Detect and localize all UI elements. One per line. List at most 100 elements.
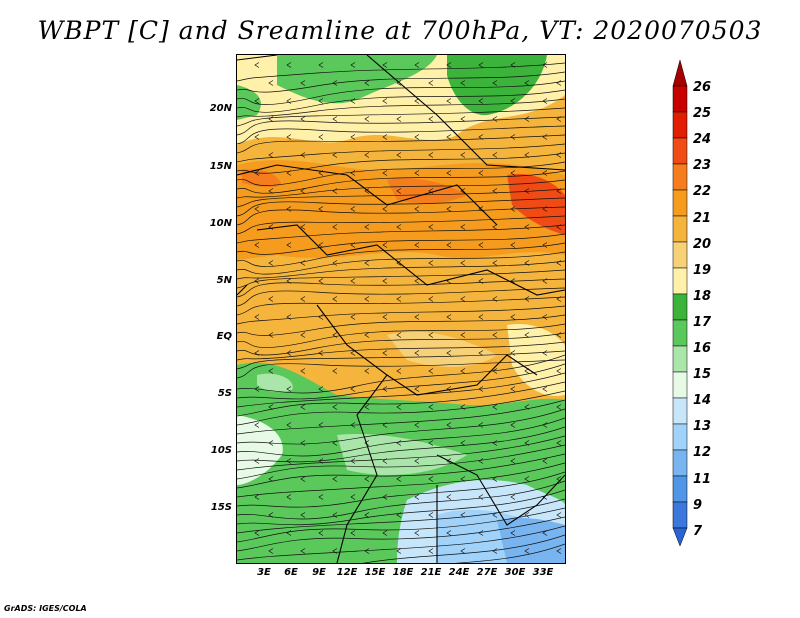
streamline-arrowhead xyxy=(510,494,516,500)
streamline-arrowhead xyxy=(254,98,260,104)
lat-label-5n: 5N xyxy=(216,275,232,286)
streamline-arrowhead xyxy=(492,512,498,518)
streamline-arrowhead xyxy=(542,278,548,284)
streamline xyxy=(237,143,565,163)
streamline-arrowhead xyxy=(556,80,562,86)
streamline-arrowhead xyxy=(524,224,530,230)
streamline-arrowhead xyxy=(318,494,324,500)
chart-title: WBPT [C] and Sreamline at 700hPa, VT: 20… xyxy=(37,16,763,45)
streamline xyxy=(237,89,565,113)
streamline-arrowhead xyxy=(332,332,338,338)
streamline-arrowhead xyxy=(382,62,388,68)
colorbar-label: 20 xyxy=(693,236,712,252)
streamline-arrowhead xyxy=(460,404,466,410)
lat-label-5s: 5S xyxy=(217,388,232,399)
streamline-arrowhead xyxy=(286,386,292,392)
streamline-arrowhead xyxy=(350,134,356,140)
colorbar-label: 13 xyxy=(693,419,712,435)
streamline-arrowhead xyxy=(460,332,466,338)
streamline-arrowhead xyxy=(510,422,516,428)
colorbar-label: 16 xyxy=(693,341,712,356)
streamline-arrowhead xyxy=(414,458,420,464)
streamline-arrowhead xyxy=(478,206,484,212)
streamline-arrowhead xyxy=(446,494,452,500)
streamline-arrowhead xyxy=(414,494,420,500)
streamline xyxy=(455,543,565,563)
colorbar-top-arrow xyxy=(672,60,688,87)
streamline xyxy=(237,399,565,435)
streamline-arrowhead xyxy=(460,116,466,122)
streamline xyxy=(237,179,565,199)
streamline-arrowhead xyxy=(300,188,306,194)
streamline-arrowhead xyxy=(268,476,274,482)
streamline-arrowhead xyxy=(460,476,466,482)
streamline-arrowhead xyxy=(414,98,420,104)
streamline-arrowhead xyxy=(350,494,356,500)
streamline-arrowhead xyxy=(446,422,452,428)
lon-label-21e: 21E xyxy=(420,567,442,578)
streamline xyxy=(237,354,565,394)
streamline-arrowhead xyxy=(478,494,484,500)
streamline xyxy=(237,278,565,298)
streamline-arrowhead xyxy=(300,512,306,518)
streamline-arrowhead xyxy=(428,476,434,482)
map-canvas xyxy=(237,55,565,563)
streamline-arrowhead xyxy=(382,134,388,140)
streamline-arrowhead xyxy=(414,242,420,248)
streamline-arrowhead xyxy=(300,440,306,446)
hot-spot-west xyxy=(242,169,282,188)
streamline-arrowhead xyxy=(492,116,498,122)
colorbar-box xyxy=(672,397,688,425)
streamline-arrowhead xyxy=(542,422,548,428)
lat-label-20n: 20N xyxy=(209,103,232,114)
streamline-arrowhead xyxy=(364,188,370,194)
streamline-arrowhead xyxy=(254,530,260,536)
streamline xyxy=(237,260,565,280)
streamline-arrowhead xyxy=(318,386,324,392)
streamline-arrowhead xyxy=(332,152,338,158)
streamline-arrowhead xyxy=(492,260,498,266)
streamline-arrowhead xyxy=(542,206,548,212)
lon-label-30e: 30E xyxy=(504,567,526,578)
streamline-arrowhead xyxy=(300,80,306,86)
streamline-arrowhead xyxy=(492,80,498,86)
streamline-arrowhead xyxy=(350,206,356,212)
streamline-arrowhead xyxy=(524,512,530,518)
green-area-north-east xyxy=(447,55,547,116)
streamline-arrowhead xyxy=(524,296,530,302)
streamline-arrowhead xyxy=(364,116,370,122)
streamline-arrowhead xyxy=(510,314,516,320)
streamline-arrowhead xyxy=(350,278,356,284)
streamline-arrowhead xyxy=(460,188,466,194)
streamline xyxy=(237,390,565,426)
streamline-arrowhead xyxy=(396,512,402,518)
streamline-arrowhead xyxy=(478,62,484,68)
streamline-arrowhead xyxy=(492,296,498,302)
green-area-north-west xyxy=(277,55,437,104)
streamline-arrowhead xyxy=(524,476,530,482)
streamline-arrowhead xyxy=(286,278,292,284)
streamline xyxy=(237,206,565,226)
streamline-arrowhead xyxy=(332,476,338,482)
streamline-arrowhead xyxy=(286,62,292,68)
streamline-arrowhead xyxy=(524,440,530,446)
streamline-arrowhead xyxy=(286,242,292,248)
streamline-arrowhead xyxy=(460,548,466,554)
streamline-arrowhead xyxy=(350,170,356,176)
streamline-arrowhead xyxy=(414,170,420,176)
streamline-arrowhead xyxy=(268,512,274,518)
streamline-arrowhead xyxy=(300,404,306,410)
streamline xyxy=(237,224,565,244)
streamline-arrowhead xyxy=(332,224,338,230)
streamline-arrowhead xyxy=(364,440,370,446)
streamline-arrowhead xyxy=(446,458,452,464)
streamline-arrowhead xyxy=(510,134,516,140)
colorbar-label: 23 xyxy=(693,158,712,174)
streamline-arrowhead xyxy=(382,494,388,500)
streamline-arrowhead xyxy=(414,422,420,428)
lon-label-9e: 9E xyxy=(312,567,326,578)
streamline-arrowhead xyxy=(332,116,338,122)
streamline-arrowhead xyxy=(382,242,388,248)
streamline-arrowhead xyxy=(350,314,356,320)
streamline xyxy=(237,516,565,552)
